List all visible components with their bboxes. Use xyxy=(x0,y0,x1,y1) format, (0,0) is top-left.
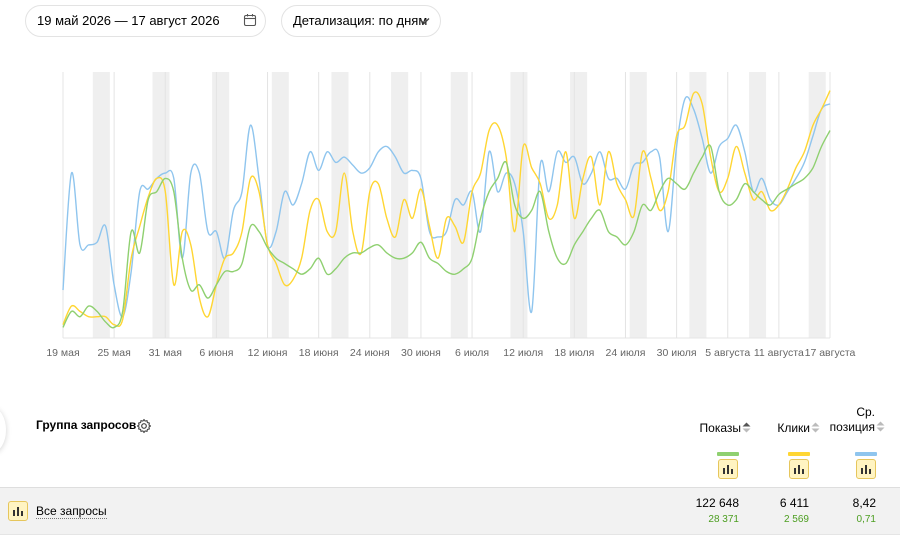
x-tick-label: 18 июня xyxy=(299,347,339,359)
bar-chart-icon xyxy=(13,507,23,516)
group-header: Группа запросов xyxy=(36,418,137,432)
impressions-chart-toggle[interactable] xyxy=(718,459,738,479)
impressions-color-bar xyxy=(717,452,739,456)
series-line-2 xyxy=(62,130,831,329)
x-tick-label: 31 мая xyxy=(149,347,182,359)
weekend-band xyxy=(92,72,110,338)
x-tick-label: 30 июля xyxy=(657,347,697,359)
sort-icon xyxy=(876,421,885,432)
row-label[interactable]: Все запросы xyxy=(36,504,107,519)
line-chart: 19 мая 25 мая 31 мая 6 июня 12 июня 18 июня 24… xyxy=(46,72,856,359)
calendar-icon xyxy=(243,14,257,27)
sort-icon xyxy=(742,422,751,433)
position-value: 8,42 xyxy=(852,496,876,510)
x-tick-label: 19 мая xyxy=(46,347,79,359)
x-tick-label: 24 июля xyxy=(606,347,646,359)
x-tick-label: 12 июня xyxy=(248,347,288,359)
weekend-band xyxy=(212,72,230,338)
x-tick-label: 5 августа xyxy=(705,347,750,359)
x-tick-label: 11 августа xyxy=(754,347,804,359)
clicks-delta: 2 569 xyxy=(783,514,809,525)
date-range-picker[interactable]: 19 май 2026 — 17 август 2026 xyxy=(25,5,266,37)
series-line-0 xyxy=(62,96,831,318)
x-tick-label: 17 августа xyxy=(805,347,856,359)
side-panel-handle[interactable] xyxy=(0,408,6,452)
impressions-value: 122 648 xyxy=(695,496,739,510)
position-color-bar xyxy=(855,452,877,456)
chevron-down-icon xyxy=(418,18,430,25)
column-impressions-label: Показы xyxy=(699,421,741,435)
column-position-label-1: Ср. xyxy=(856,405,875,419)
gear-icon[interactable] xyxy=(136,418,152,434)
x-tick-label: 12 июля xyxy=(503,347,543,359)
date-range-label: 19 май 2026 — 17 август 2026 xyxy=(37,13,220,28)
column-position[interactable]: Ср. позиция xyxy=(820,405,885,435)
weekend-band xyxy=(391,72,409,338)
column-position-label-2: позиция xyxy=(829,420,875,434)
bar-chart-icon xyxy=(723,465,733,474)
clicks-chart-toggle[interactable] xyxy=(789,459,809,479)
column-impressions[interactable]: Показы xyxy=(660,421,751,436)
impressions-delta: 28 371 xyxy=(708,514,739,525)
detail-select[interactable]: Детализация: по дням xyxy=(281,5,441,37)
x-tick-label: 25 мая xyxy=(97,347,130,359)
table-row: Все запросы 122 648 28 371 6 411 2 569 8… xyxy=(0,487,900,535)
column-clicks[interactable]: Клики xyxy=(740,421,820,436)
position-delta: 0,71 xyxy=(856,514,876,525)
bar-chart-icon xyxy=(794,465,804,474)
clicks-color-bar xyxy=(788,452,810,456)
weekend-band xyxy=(749,72,767,338)
x-tick-label: 24 июня xyxy=(350,347,390,359)
weekend-band xyxy=(271,72,289,338)
x-tick-label: 18 июля xyxy=(554,347,594,359)
column-clicks-label: Клики xyxy=(777,421,810,435)
x-tick-label: 6 июня xyxy=(199,347,233,359)
series-line-1 xyxy=(62,90,831,328)
detail-select-label: Детализация: по дням xyxy=(293,13,428,28)
weekend-band xyxy=(450,72,468,338)
weekend-band xyxy=(629,72,647,338)
row-chart-toggle[interactable] xyxy=(8,501,28,521)
bar-chart-icon xyxy=(861,465,871,474)
x-tick-label: 6 июля xyxy=(455,347,489,359)
x-tick-label: 30 июня xyxy=(401,347,441,359)
clicks-value: 6 411 xyxy=(779,496,809,510)
sort-icon xyxy=(811,422,820,433)
weekend-band xyxy=(808,72,826,338)
position-chart-toggle[interactable] xyxy=(856,459,876,479)
